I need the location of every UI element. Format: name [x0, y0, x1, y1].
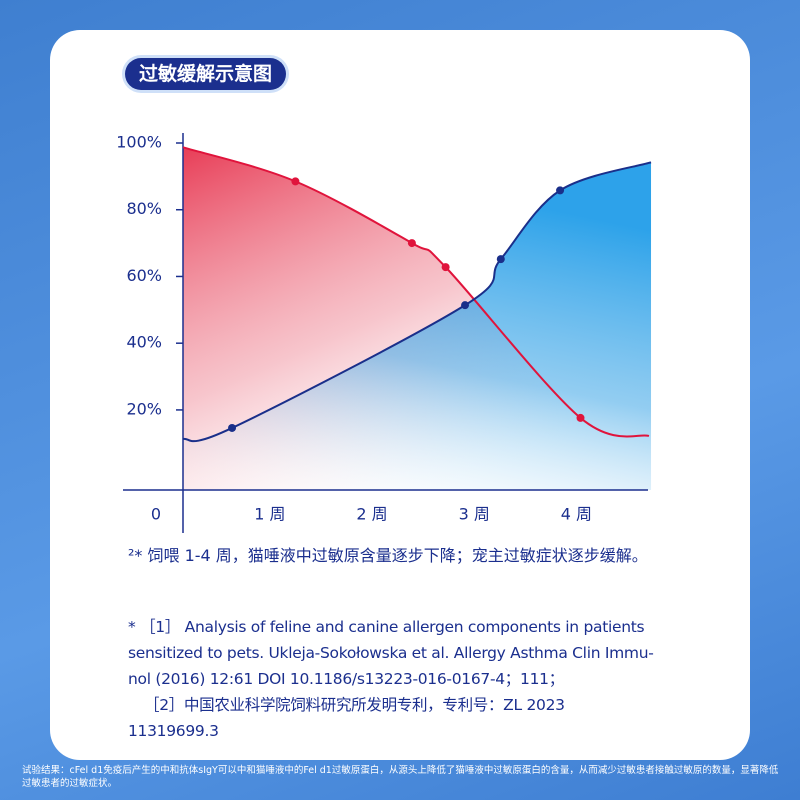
y-tick-label: 40% [126, 333, 162, 352]
y-tick-label: 20% [126, 399, 162, 418]
x-tick-label: 2 周 [356, 505, 387, 524]
disclaimer: 试验结果：cFel d1免疫后产生的中和抗体sIgY可以中和猫唾液中的Fel d… [22, 765, 779, 789]
x-tick-label: 4 周 [561, 505, 592, 524]
y-tick-label: 80% [126, 199, 162, 218]
point [441, 263, 450, 272]
area [183, 162, 652, 490]
reference-line: sensitized to pets. Ukleja-Sokołowska et… [128, 644, 654, 662]
point [576, 413, 585, 422]
point [407, 239, 416, 248]
y-tick-label: 60% [126, 266, 162, 285]
point [228, 423, 237, 432]
x-tick-label: 3 周 [459, 505, 490, 524]
point [556, 186, 565, 195]
title: 过敏缓解示意图 [125, 58, 287, 90]
reference-line: * ［1］ Analysis of feline and canine alle… [128, 618, 645, 636]
reference-line: 11319699.3 [128, 722, 219, 740]
point [496, 255, 505, 264]
point [291, 177, 300, 186]
footnote: ²* 饲喂 1-4 周，猫唾液中过敏原含量逐步下降；宠主过敏症状逐步缓解。 [128, 546, 648, 565]
references: * ［1］ Analysis of feline and canine alle… [128, 614, 688, 744]
reference-line: nol (2016) 12:61 DOI 10.1186/s13223-016-… [128, 670, 564, 688]
x-tick-label: 1 周 [254, 505, 285, 524]
x-tick-label: 0 [151, 505, 161, 524]
y-tick-label: 100% [116, 133, 162, 152]
reference-line: ［2］中国农业科学院饲料研究所发明专利，专利号：ZL 2023 [144, 696, 565, 714]
point [461, 301, 470, 310]
